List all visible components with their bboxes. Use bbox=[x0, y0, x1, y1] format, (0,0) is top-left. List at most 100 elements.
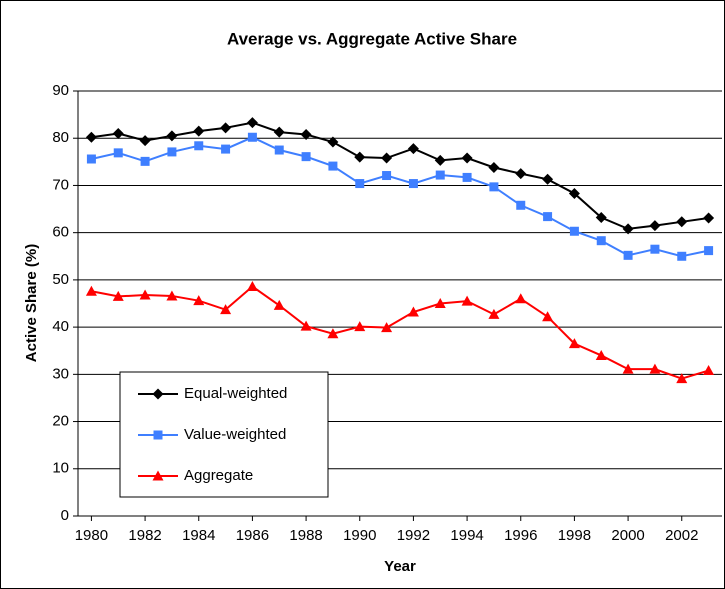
y-tick-label: 60 bbox=[52, 224, 69, 241]
data-point bbox=[408, 179, 418, 189]
data-point bbox=[489, 182, 499, 192]
y-tick-label: 30 bbox=[52, 365, 69, 382]
legend-label: Aggregate bbox=[184, 467, 253, 484]
data-point bbox=[595, 349, 607, 360]
data-point bbox=[354, 151, 366, 163]
data-point bbox=[515, 168, 527, 180]
data-point bbox=[140, 156, 150, 166]
data-point bbox=[382, 171, 392, 181]
legend-marker bbox=[152, 470, 164, 481]
data-point bbox=[622, 223, 634, 235]
data-point bbox=[461, 152, 473, 164]
y-axis-label: Active Share (%) bbox=[23, 244, 40, 362]
data-point bbox=[221, 144, 231, 154]
data-point bbox=[327, 136, 339, 148]
data-point bbox=[515, 293, 527, 304]
data-point bbox=[355, 179, 365, 189]
y-tick-label: 40 bbox=[52, 318, 69, 335]
data-point bbox=[85, 131, 97, 143]
data-point bbox=[166, 290, 178, 301]
y-tick-label: 90 bbox=[52, 82, 69, 99]
data-point bbox=[676, 373, 688, 384]
x-tick-label: 1986 bbox=[236, 527, 269, 544]
data-point bbox=[488, 308, 500, 319]
data-point bbox=[462, 172, 472, 182]
data-point bbox=[623, 250, 633, 260]
x-tick-label: 1990 bbox=[343, 527, 376, 544]
data-point bbox=[85, 285, 97, 296]
data-point bbox=[676, 216, 688, 228]
data-point bbox=[274, 145, 284, 155]
x-tick-label: 1980 bbox=[75, 527, 108, 544]
data-point bbox=[220, 304, 232, 315]
data-point bbox=[328, 161, 338, 171]
data-point bbox=[220, 122, 232, 134]
y-tick-label: 70 bbox=[52, 176, 69, 193]
data-point bbox=[596, 236, 606, 246]
data-point bbox=[167, 147, 177, 157]
data-point bbox=[569, 226, 579, 236]
data-point bbox=[649, 363, 661, 374]
data-point bbox=[677, 251, 687, 261]
data-point bbox=[166, 130, 178, 142]
data-point bbox=[650, 244, 660, 254]
data-point bbox=[300, 128, 312, 140]
x-tick-label: 1996 bbox=[504, 527, 537, 544]
legend-marker bbox=[153, 430, 163, 440]
x-tick-label: 1992 bbox=[397, 527, 430, 544]
x-tick-label: 2002 bbox=[665, 527, 698, 544]
data-point bbox=[112, 290, 124, 301]
x-tick-label: 1982 bbox=[128, 527, 161, 544]
data-point bbox=[327, 328, 339, 339]
data-point bbox=[273, 126, 285, 138]
data-point bbox=[568, 338, 580, 349]
data-point bbox=[246, 117, 258, 129]
data-point bbox=[542, 173, 554, 185]
data-point bbox=[461, 295, 473, 306]
data-point bbox=[595, 212, 607, 224]
data-point bbox=[434, 298, 446, 308]
x-tick-label: 1998 bbox=[558, 527, 591, 544]
data-point bbox=[139, 135, 151, 147]
data-point bbox=[488, 162, 500, 173]
data-point bbox=[649, 220, 661, 232]
data-point bbox=[568, 187, 580, 199]
data-point bbox=[407, 143, 419, 155]
x-tick-label: 1994 bbox=[450, 527, 483, 544]
data-point bbox=[86, 154, 96, 164]
data-point bbox=[113, 148, 123, 158]
data-point bbox=[300, 320, 312, 331]
data-point bbox=[435, 170, 445, 180]
data-point bbox=[407, 306, 419, 317]
x-tick-label: 2000 bbox=[611, 527, 644, 544]
x-axis-label: Year bbox=[384, 558, 416, 575]
legend-label: Equal-weighted bbox=[184, 385, 287, 402]
data-point bbox=[246, 281, 258, 291]
data-point bbox=[193, 125, 205, 137]
data-point bbox=[516, 200, 526, 210]
data-point bbox=[434, 154, 446, 166]
data-point bbox=[193, 295, 205, 306]
data-point bbox=[273, 299, 285, 310]
legend-marker bbox=[152, 388, 164, 400]
legend-label: Value-weighted bbox=[184, 426, 286, 443]
y-tick-label: 0 bbox=[61, 507, 69, 524]
y-tick-label: 80 bbox=[52, 129, 69, 146]
y-tick-label: 10 bbox=[52, 460, 69, 477]
data-point bbox=[381, 322, 393, 333]
chart-title: Average vs. Aggregate Active Share bbox=[227, 29, 517, 48]
y-tick-label: 20 bbox=[52, 413, 69, 430]
data-point bbox=[139, 289, 151, 300]
data-point bbox=[112, 128, 124, 139]
data-point bbox=[703, 212, 715, 224]
data-point bbox=[301, 152, 311, 162]
data-point bbox=[703, 365, 715, 376]
data-point bbox=[543, 212, 553, 222]
x-tick-label: 1984 bbox=[182, 527, 215, 544]
data-point bbox=[354, 321, 366, 332]
data-point bbox=[381, 152, 393, 164]
data-point bbox=[622, 363, 634, 374]
data-point bbox=[542, 311, 554, 322]
y-tick-label: 50 bbox=[52, 271, 69, 288]
